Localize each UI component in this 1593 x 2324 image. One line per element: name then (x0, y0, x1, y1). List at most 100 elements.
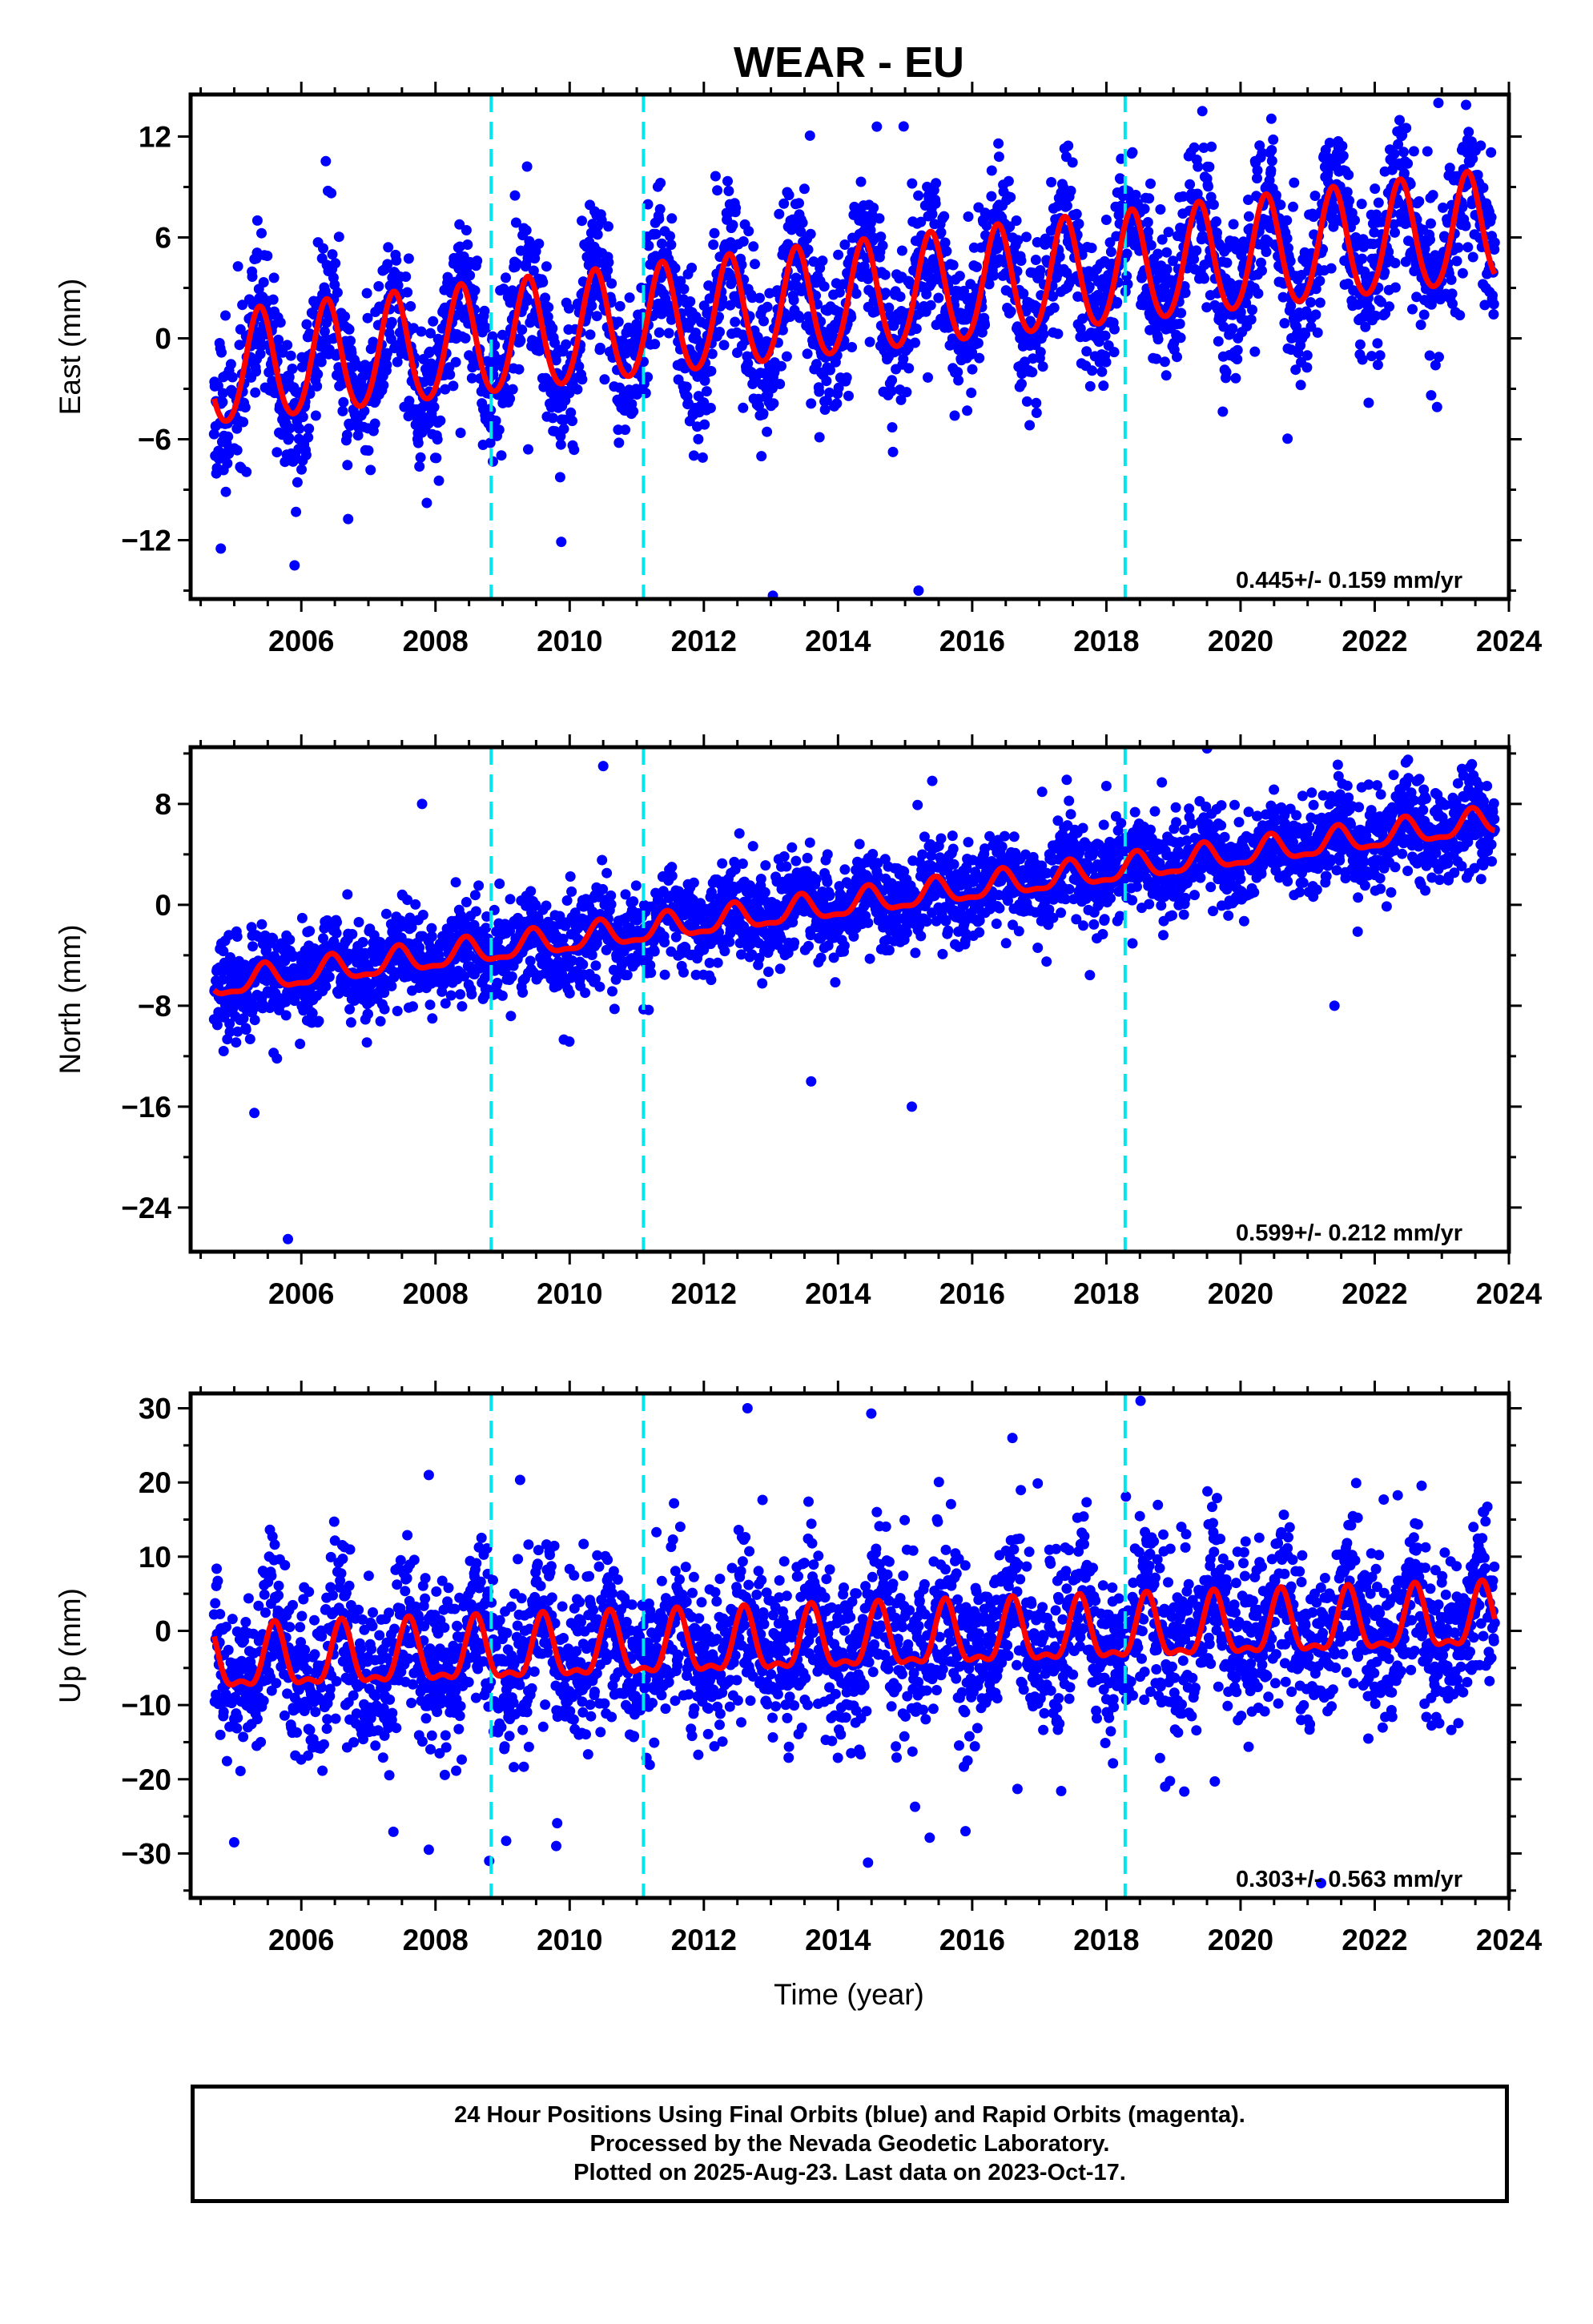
data-point (1366, 351, 1378, 362)
data-point (455, 428, 466, 438)
data-point (781, 351, 792, 362)
data-point (505, 1011, 517, 1022)
data-point (455, 989, 466, 1000)
data-point (846, 312, 857, 323)
data-point (280, 1010, 292, 1021)
data-point (558, 424, 569, 435)
data-point (1046, 177, 1057, 187)
x-tick-label: 2014 (805, 625, 871, 657)
east-rate-label: 0.445+/- 0.159 mm/yr (1236, 568, 1462, 593)
data-point (231, 931, 243, 942)
data-point (1301, 350, 1313, 361)
data-point (262, 251, 273, 261)
data-point (466, 989, 477, 999)
data-point (864, 336, 875, 348)
data-point (307, 1007, 318, 1019)
data-point (699, 375, 710, 386)
data-point (1151, 353, 1162, 364)
data-point (1201, 302, 1213, 313)
data-point (1067, 157, 1078, 168)
data-point (212, 380, 223, 392)
data-point (910, 337, 920, 348)
data-point (670, 263, 681, 274)
data-point (1451, 255, 1462, 267)
data-point (1168, 255, 1178, 267)
data-point (247, 941, 258, 952)
data-point (1016, 378, 1027, 389)
data-point (868, 203, 879, 213)
data-point (1398, 167, 1410, 179)
data-point (786, 842, 798, 853)
data-point (240, 1024, 251, 1035)
data-point (1189, 254, 1200, 265)
data-point (303, 432, 314, 443)
data-point (586, 300, 597, 312)
data-point (699, 419, 710, 430)
data-point (363, 445, 374, 456)
x-tick-label: 2024 (1476, 625, 1543, 657)
north-panel: 2006 2008 2010 2012 2014 2016 2018 2020 2022 2024… (54, 734, 1543, 1310)
data-point (289, 560, 300, 571)
data-point (340, 311, 351, 322)
data-point (1390, 282, 1401, 293)
data-point (225, 359, 236, 370)
data-point (1305, 297, 1316, 308)
data-point (563, 303, 574, 314)
data-point (218, 946, 229, 957)
data-point (1446, 274, 1457, 285)
data-point (887, 375, 898, 386)
data-point (1228, 219, 1239, 230)
data-point (925, 300, 936, 311)
data-point (962, 405, 973, 416)
data-point (993, 138, 1004, 149)
data-point (385, 333, 396, 344)
data-point (1005, 306, 1016, 317)
data-point (1031, 408, 1042, 418)
data-point (224, 1018, 235, 1029)
data-point (522, 295, 533, 306)
data-point (1444, 163, 1455, 174)
data-point (1369, 227, 1380, 238)
data-point (577, 959, 589, 970)
data-point (719, 946, 730, 957)
data-point (1145, 178, 1156, 189)
data-point (344, 324, 355, 335)
data-point (479, 305, 490, 316)
x-tick-label: 2020 (1208, 625, 1273, 657)
data-point (1489, 237, 1500, 248)
data-point (879, 269, 891, 280)
data-point (284, 423, 296, 434)
data-point (1343, 169, 1354, 180)
data-point (1112, 296, 1123, 308)
data-point (275, 317, 286, 328)
data-point (1161, 370, 1172, 381)
data-point (1472, 170, 1483, 180)
data-point (220, 310, 231, 321)
data-point (594, 62, 605, 72)
data-point (1016, 255, 1027, 266)
data-point (750, 259, 760, 270)
data-point (1370, 310, 1382, 321)
data-point (693, 433, 704, 444)
data-point (426, 931, 437, 942)
data-point (220, 486, 231, 497)
data-point (613, 316, 624, 328)
data-point (778, 851, 790, 862)
data-point (1431, 401, 1442, 412)
data-point (1052, 328, 1064, 340)
data-point (1288, 201, 1298, 212)
data-point (1408, 146, 1419, 157)
data-point (790, 855, 802, 866)
data-point (1139, 203, 1150, 215)
data-point (921, 288, 932, 300)
data-point (599, 374, 610, 385)
data-point (492, 977, 503, 988)
data-point (1310, 283, 1321, 295)
data-point (521, 225, 532, 236)
data-point (1290, 364, 1301, 376)
data-point (1115, 173, 1126, 184)
data-point (808, 256, 819, 267)
data-point (734, 828, 745, 839)
data-point (497, 990, 508, 1001)
data-point (547, 323, 558, 334)
